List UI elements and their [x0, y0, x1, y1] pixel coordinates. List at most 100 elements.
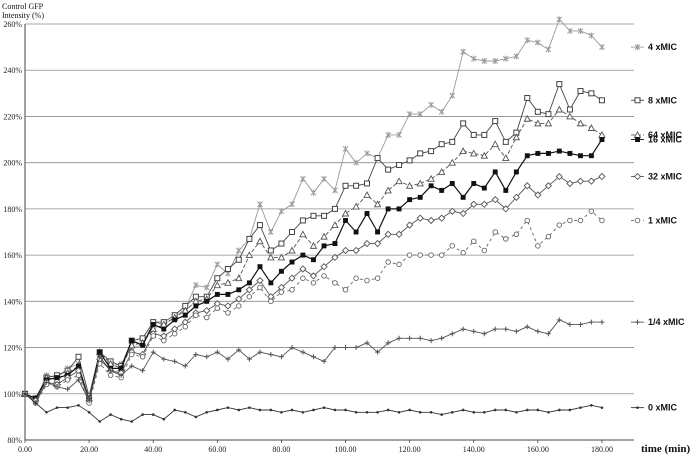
data-point	[524, 324, 530, 330]
data-point	[460, 326, 466, 332]
data-point	[396, 261, 402, 268]
y-tick-label: 80%	[7, 436, 22, 445]
data-point	[236, 347, 242, 353]
data-point	[237, 408, 241, 412]
data-point	[193, 312, 199, 318]
data-point	[502, 205, 510, 213]
data-point	[299, 265, 307, 273]
data-point	[128, 351, 135, 358]
data-point	[353, 182, 360, 189]
series-1-xmic	[22, 208, 605, 406]
data-point	[438, 252, 445, 258]
data-point	[140, 342, 146, 348]
data-point	[534, 108, 541, 115]
series-group	[21, 16, 606, 423]
data-point	[214, 291, 220, 297]
series-label: 16 xMIC	[648, 135, 683, 145]
data-point	[34, 401, 37, 405]
data-point	[481, 185, 487, 191]
data-point	[481, 247, 488, 254]
data-point	[344, 408, 347, 412]
data-point	[246, 293, 253, 300]
series-label: 1/4 xMIC	[648, 317, 685, 327]
data-point	[555, 105, 564, 113]
data-point	[204, 298, 210, 304]
data-point	[312, 408, 315, 412]
data-point	[437, 167, 446, 175]
data-point	[428, 148, 435, 155]
data-point	[534, 119, 542, 127]
data-point	[567, 217, 573, 224]
data-point	[171, 330, 178, 337]
data-point	[332, 241, 338, 247]
data-point	[524, 153, 530, 159]
data-point	[460, 250, 466, 256]
data-point	[588, 153, 594, 159]
data-point	[321, 273, 327, 279]
data-point	[310, 280, 317, 286]
data-point	[449, 138, 456, 145]
data-point	[182, 324, 189, 330]
data-point	[513, 328, 519, 334]
data-point	[470, 238, 477, 244]
data-point	[363, 191, 371, 198]
data-point	[450, 410, 454, 414]
data-point	[525, 408, 529, 412]
data-point	[321, 243, 327, 249]
data-point	[183, 410, 187, 414]
data-point	[332, 345, 338, 351]
data-point	[397, 410, 401, 414]
data-point	[289, 259, 295, 265]
data-point	[599, 319, 605, 325]
y-tick-label: 180%	[3, 205, 22, 214]
data-point	[492, 229, 498, 235]
data-point	[460, 194, 466, 200]
data-point	[161, 337, 167, 344]
x-tick-label: 100.00	[335, 445, 357, 454]
data-point	[280, 410, 283, 414]
data-point	[332, 187, 338, 194]
data-point	[321, 175, 327, 182]
data-point	[472, 410, 476, 414]
data-point	[97, 354, 103, 360]
data-point	[225, 356, 231, 362]
data-point	[417, 252, 423, 258]
data-point	[416, 179, 424, 187]
data-point	[417, 111, 424, 118]
data-point	[97, 349, 103, 355]
data-point	[193, 303, 199, 309]
data-point	[300, 252, 306, 258]
x-tick-label: 60.00	[208, 445, 226, 454]
legend-marker	[633, 172, 642, 181]
data-point	[321, 358, 327, 364]
data-point	[578, 153, 583, 159]
data-point	[64, 377, 71, 383]
data-point	[524, 94, 531, 101]
data-point	[599, 137, 605, 143]
series-4-xmic	[22, 16, 605, 404]
data-point	[440, 413, 443, 416]
data-point	[173, 408, 176, 412]
x-tick-label: 40.00	[144, 445, 162, 454]
data-point	[556, 317, 562, 323]
data-point	[535, 328, 541, 334]
y-axis-label-line1: Control GFP	[2, 2, 44, 11]
data-point	[480, 200, 488, 208]
data-point	[203, 306, 211, 315]
legend-marker	[635, 137, 640, 143]
data-point	[301, 410, 305, 414]
data-point	[503, 187, 509, 193]
x-tick-label: 80.00	[272, 445, 290, 454]
data-point	[576, 119, 585, 127]
data-point	[545, 46, 552, 53]
data-point	[354, 410, 358, 414]
data-point	[353, 229, 359, 235]
data-point	[438, 141, 445, 148]
data-point	[363, 239, 371, 248]
legend-marker	[635, 319, 640, 325]
data-point	[182, 363, 188, 369]
data-point	[140, 368, 146, 374]
data-point	[288, 274, 296, 282]
data-point	[257, 284, 263, 291]
